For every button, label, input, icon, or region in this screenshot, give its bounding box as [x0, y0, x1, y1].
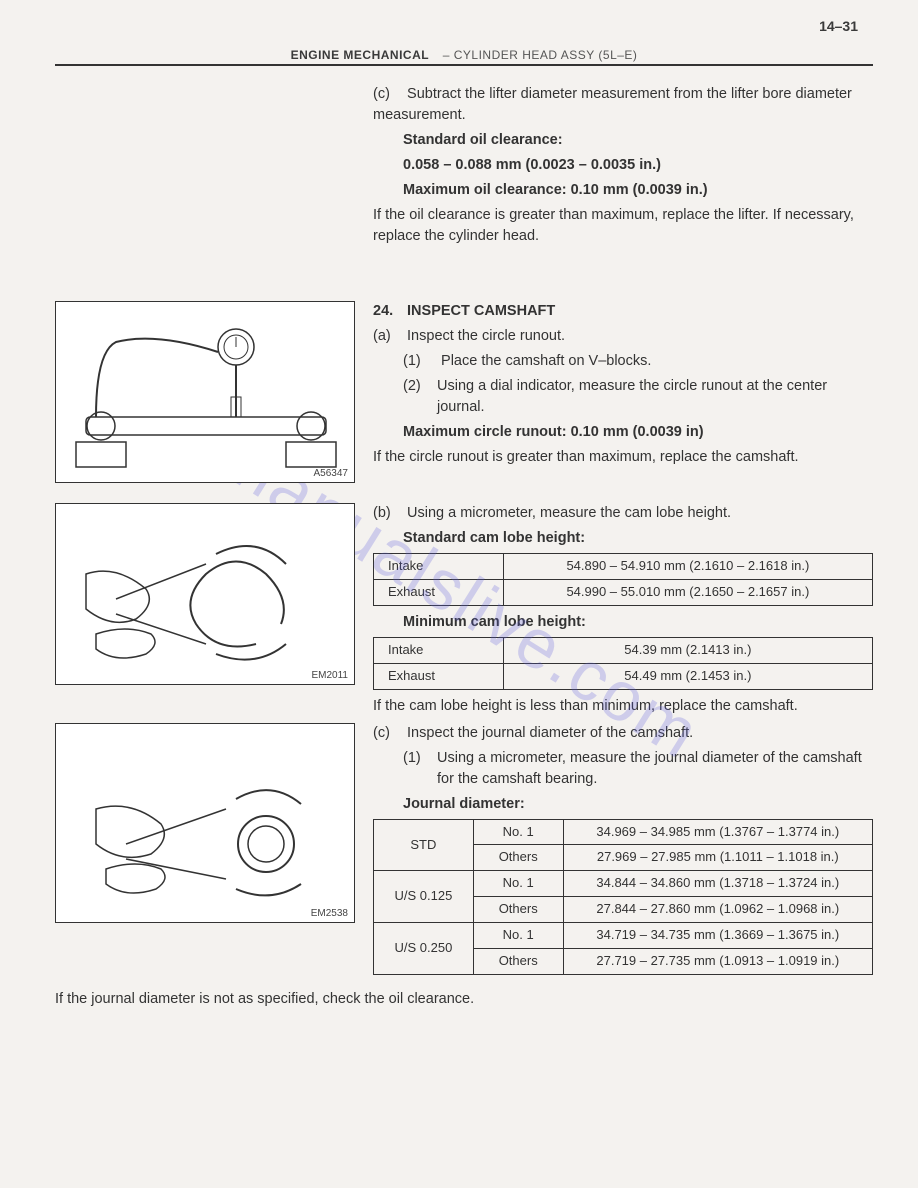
table-cell: 54.49 mm (2.1453 in.) — [503, 663, 872, 689]
section-24a: 24. INSPECT CAMSHAFT (a) Inspect the cir… — [373, 301, 873, 495]
table-cell: U/S 0.250 — [374, 922, 474, 974]
c-max-label: Maximum oil clearance: 0.10 mm (0.0039 i… — [403, 180, 873, 201]
jd-label: Journal diameter: — [403, 794, 873, 815]
table-cell: Others — [473, 948, 563, 974]
min-lobe-label: Minimum cam lobe height: — [403, 612, 873, 633]
c2-label: (c) — [373, 723, 403, 744]
page-number: 14–31 — [819, 18, 858, 34]
table-cell: Others — [473, 897, 563, 923]
table-cell: Intake — [374, 637, 504, 663]
a2-label: (2) — [403, 376, 437, 418]
b-note: If the cam lobe height is less than mini… — [373, 696, 873, 717]
table-cell: 54.990 – 55.010 mm (2.1650 – 2.1657 in.) — [503, 579, 872, 605]
table-cell: STD — [374, 819, 474, 871]
a-text: Inspect the circle runout. — [407, 328, 565, 344]
table-std-lobe: Intake54.890 – 54.910 mm (2.1610 – 2.161… — [373, 553, 873, 606]
figure-camshaft-runout: A56347 — [55, 301, 355, 483]
table-cell: 34.719 – 34.735 mm (1.3669 – 1.3675 in.) — [563, 922, 872, 948]
section-24b: (b) Using a micrometer, measure the cam … — [373, 503, 873, 720]
s24-num: 24. — [373, 301, 403, 322]
s24-title: INSPECT CAMSHAFT — [407, 303, 555, 319]
table-cell: 27.844 – 27.860 mm (1.0962 – 1.0968 in.) — [563, 897, 872, 923]
table-cell: Others — [473, 845, 563, 871]
a2-text: Using a dial indicator, measure the circ… — [437, 376, 873, 418]
table-cell: No. 1 — [473, 819, 563, 845]
section-c: (c) Subtract the lifter diameter measure… — [373, 84, 873, 247]
fig3-label: EM2538 — [311, 908, 348, 919]
table-cell: No. 1 — [473, 922, 563, 948]
section-24c: (c) Inspect the journal diameter of the … — [373, 723, 873, 981]
bottom-note: If the journal diameter is not as specif… — [55, 989, 873, 1010]
b-text: Using a micrometer, measure the cam lobe… — [407, 505, 731, 521]
c-std-label: Standard oil clearance: — [403, 130, 873, 151]
header-sub: – CYLINDER HEAD ASSY (5L–E) — [443, 48, 638, 62]
c2-text: Inspect the journal diameter of the cams… — [407, 725, 693, 741]
figure-cam-lobe: EM2011 — [55, 503, 355, 685]
table-cell: 27.719 – 27.735 mm (1.0913 – 1.0919 in.) — [563, 948, 872, 974]
c1-text: Using a micrometer, measure the journal … — [437, 748, 873, 790]
c-text2: If the oil clearance is greater than max… — [373, 205, 873, 247]
a-label: (a) — [373, 326, 403, 347]
fig1-label: A56347 — [314, 468, 348, 479]
table-cell: 34.969 – 34.985 mm (1.3767 – 1.3774 in.) — [563, 819, 872, 845]
a1-text: Place the camshaft on V–blocks. — [441, 353, 651, 369]
std-lobe-label: Standard cam lobe height: — [403, 528, 873, 549]
table-cell: Exhaust — [374, 663, 504, 689]
table-cell: No. 1 — [473, 871, 563, 897]
c-label: (c) — [373, 84, 403, 105]
c-std-val: 0.058 – 0.088 mm (0.0023 – 0.0035 in.) — [403, 155, 873, 176]
table-cell: Exhaust — [374, 579, 504, 605]
c-text1: Subtract the lifter diameter measurement… — [373, 86, 852, 123]
fig2-label: EM2011 — [311, 670, 348, 681]
max-runout: Maximum circle runout: 0.10 mm (0.0039 i… — [403, 422, 873, 443]
c1-label: (1) — [403, 748, 437, 790]
table-cell: 27.969 – 27.985 mm (1.1011 – 1.1018 in.) — [563, 845, 872, 871]
header-title: ENGINE MECHANICAL — [291, 48, 429, 62]
a-note: If the circle runout is greater than max… — [373, 447, 873, 468]
a1-label: (1) — [403, 351, 437, 372]
table-min-lobe: Intake54.39 mm (2.1413 in.) Exhaust54.49… — [373, 637, 873, 690]
table-journal: STD No. 1 34.969 – 34.985 mm (1.3767 – 1… — [373, 819, 873, 975]
table-cell: U/S 0.125 — [374, 871, 474, 923]
header-rule: ENGINE MECHANICAL – CYLINDER HEAD ASSY (… — [55, 64, 873, 66]
table-cell: 54.890 – 54.910 mm (2.1610 – 2.1618 in.) — [503, 554, 872, 580]
table-cell: 54.39 mm (2.1413 in.) — [503, 637, 872, 663]
b-label: (b) — [373, 503, 403, 524]
table-cell: Intake — [374, 554, 504, 580]
figure-journal-diameter: EM2538 — [55, 723, 355, 923]
table-cell: 34.844 – 34.860 mm (1.3718 – 1.3724 in.) — [563, 871, 872, 897]
header-text: ENGINE MECHANICAL – CYLINDER HEAD ASSY (… — [291, 48, 638, 62]
